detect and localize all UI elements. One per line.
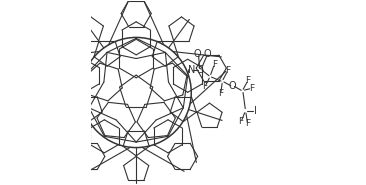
Text: F: F <box>202 83 208 92</box>
Text: F: F <box>238 117 243 126</box>
Text: F: F <box>212 60 217 69</box>
Text: O: O <box>229 81 236 91</box>
Text: F: F <box>245 76 250 85</box>
Text: S: S <box>197 65 203 75</box>
Text: F: F <box>245 119 250 128</box>
Text: O: O <box>204 49 212 59</box>
Text: F: F <box>225 66 230 75</box>
Text: N: N <box>187 65 195 75</box>
Text: F: F <box>218 89 223 98</box>
Text: F: F <box>249 84 254 93</box>
Text: O: O <box>194 49 202 59</box>
Text: I: I <box>254 106 257 116</box>
